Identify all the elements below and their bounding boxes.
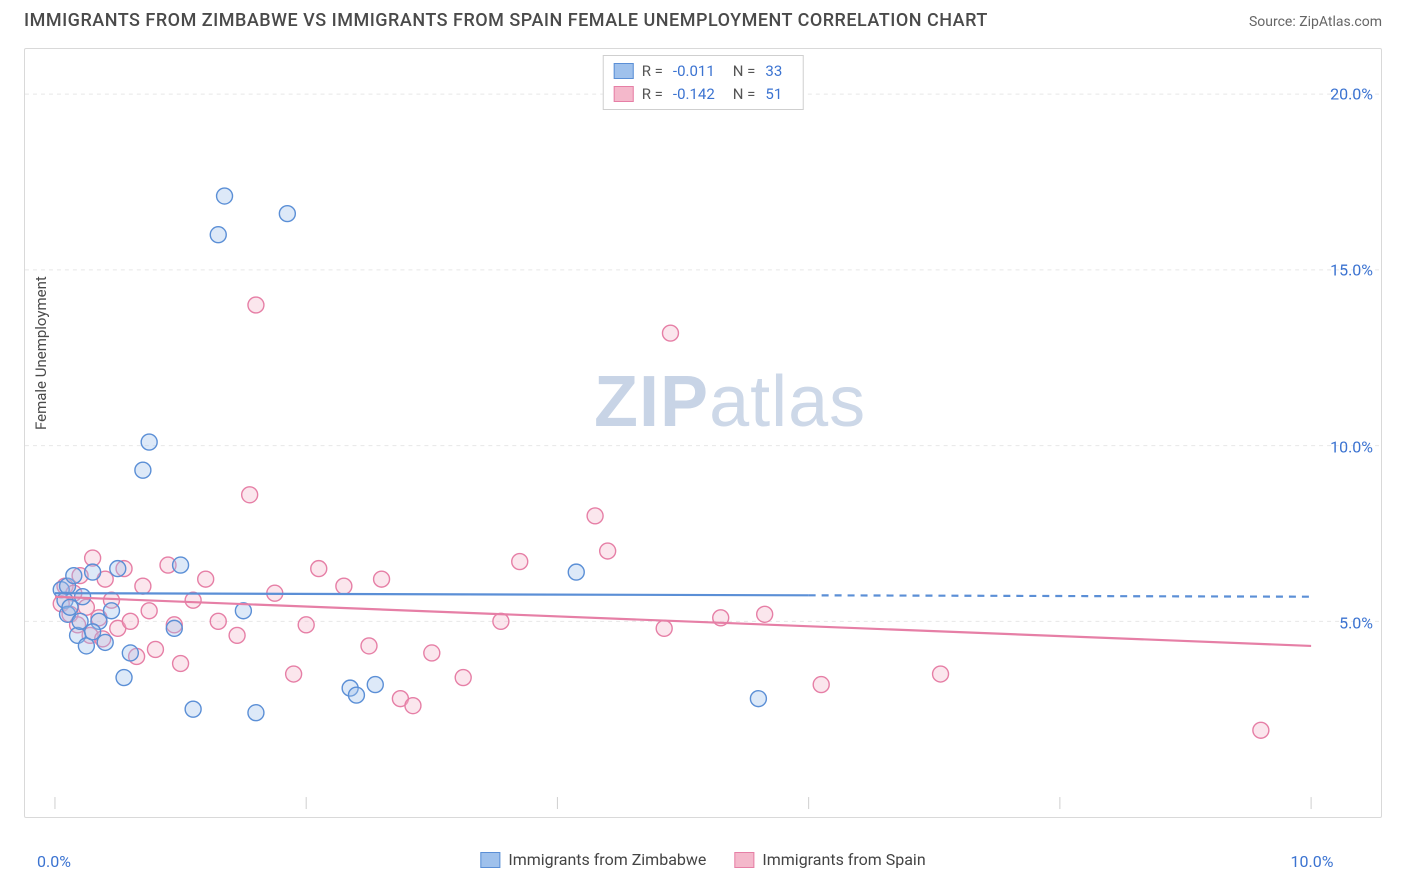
y-tick-label: 10.0% [1330,437,1373,456]
legend-stats-box: R = -0.011 N = 33 R = -0.142 N = 51 [603,55,804,110]
chart-title: IMMIGRANTS FROM ZIMBABWE VS IMMIGRANTS F… [24,10,988,31]
swatch-series-a [614,63,634,79]
r-label: R = [642,83,663,106]
r-label: R = [642,60,663,83]
r-value-a: -0.011 [673,60,715,83]
x-axis-row: 0.0% 10.0% Immigrants from Zimbabwe Immig… [24,822,1382,882]
legend-item-a: Immigrants from Zimbabwe [480,850,706,869]
chart-area: ZIPatlas R = -0.011 N = 33 R = -0.142 N … [24,48,1382,818]
y-tick-label: 15.0% [1330,261,1373,280]
n-label: N = [733,60,756,83]
swatch-series-a [480,852,500,868]
n-value-b: 51 [765,83,782,106]
header: IMMIGRANTS FROM ZIMBABWE VS IMMIGRANTS F… [0,0,1406,37]
swatch-series-b [734,852,754,868]
legend-stats-row-a: R = -0.011 N = 33 [614,60,793,83]
legend-label-a: Immigrants from Zimbabwe [508,850,706,869]
n-label: N = [733,83,756,106]
legend-stats-row-b: R = -0.142 N = 51 [614,83,793,106]
y-tick-label: 20.0% [1330,85,1373,104]
legend-bottom: Immigrants from Zimbabwe Immigrants from… [480,850,925,869]
scatter-plot-svg [25,49,1381,817]
x-tick-label: 10.0% [1291,852,1334,871]
r-value-b: -0.142 [673,83,715,106]
swatch-series-b [614,86,634,102]
x-tick-label: 0.0% [37,852,71,871]
n-value-a: 33 [765,60,782,83]
source-label: Source: ZipAtlas.com [1249,14,1382,30]
legend-label-b: Immigrants from Spain [762,850,925,869]
legend-item-b: Immigrants from Spain [734,850,925,869]
y-tick-label: 5.0% [1339,613,1373,632]
